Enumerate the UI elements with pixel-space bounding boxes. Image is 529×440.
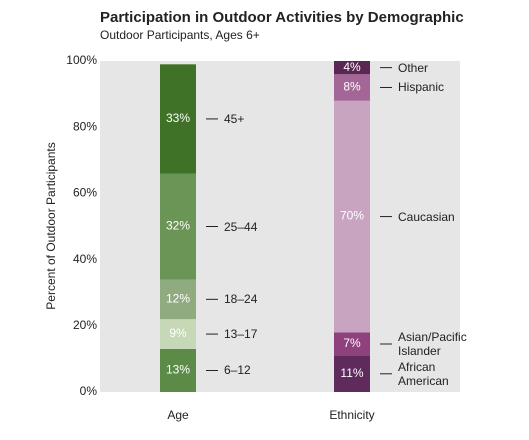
- segment-name: African American: [398, 359, 449, 388]
- bar-segment: [160, 64, 196, 174]
- segment-name: 13–17: [224, 327, 258, 342]
- bar-segment: [160, 348, 196, 392]
- y-tick-label: 0%: [80, 384, 98, 398]
- value-label: 13%: [166, 363, 190, 377]
- x-tick-label: Age: [167, 408, 189, 422]
- category-label-box: Caucasian: [398, 209, 455, 224]
- category-label-box: 18–24: [224, 292, 258, 307]
- bar-segment: [160, 279, 196, 320]
- category-label-box: 6–12: [224, 363, 251, 378]
- bar-segment: [160, 319, 196, 349]
- bar-segment: [334, 100, 370, 333]
- segment-name: Other: [398, 60, 429, 75]
- category-label-box: Hispanic: [398, 80, 445, 95]
- value-label: 11%: [340, 366, 363, 380]
- value-label: 4%: [343, 60, 361, 74]
- segment-name: 25–44: [224, 219, 258, 234]
- chart-subtitle: Outdoor Participants, Ages 6+: [100, 28, 260, 42]
- value-label: 33%: [166, 111, 190, 125]
- segment-name: 6–12: [224, 363, 251, 378]
- value-label: 8%: [343, 80, 361, 94]
- segment-name: Caucasian: [398, 209, 455, 224]
- category-label-box: Other: [398, 60, 429, 75]
- segment-name: Asian/Pacific Islander: [398, 330, 467, 358]
- value-label: 32%: [166, 219, 190, 233]
- y-tick-label: 80%: [73, 119, 97, 133]
- bar-segment: [160, 173, 196, 280]
- y-axis-label: Percent of Outdoor Participants: [44, 142, 58, 309]
- value-label: 9%: [169, 326, 187, 340]
- segment-name: 18–24: [224, 292, 258, 307]
- value-label: 12%: [166, 291, 190, 305]
- value-label: 7%: [343, 336, 361, 350]
- bar-segment: [334, 355, 370, 392]
- bar-segment: [334, 61, 370, 75]
- category-label-box: Asian/Pacific Islander: [398, 330, 467, 358]
- x-tick-label: Ethnicity: [329, 408, 374, 422]
- bar-segment: [334, 74, 370, 101]
- chart-title: Participation in Outdoor Activities by D…: [100, 9, 464, 26]
- category-label-box: African American: [398, 359, 449, 388]
- segment-name: 45+: [224, 111, 245, 126]
- value-label: 70%: [340, 209, 364, 223]
- y-tick-label: 60%: [73, 186, 97, 200]
- segment-name: Hispanic: [398, 80, 445, 95]
- y-tick-label: 20%: [73, 318, 97, 332]
- y-tick-label: 40%: [73, 252, 97, 266]
- category-label-box: 13–17: [224, 327, 258, 342]
- category-label-box: 45+: [224, 111, 245, 126]
- y-tick-label: 100%: [66, 53, 97, 67]
- category-label-box: 25–44: [224, 219, 258, 234]
- bar-segment: [334, 332, 370, 356]
